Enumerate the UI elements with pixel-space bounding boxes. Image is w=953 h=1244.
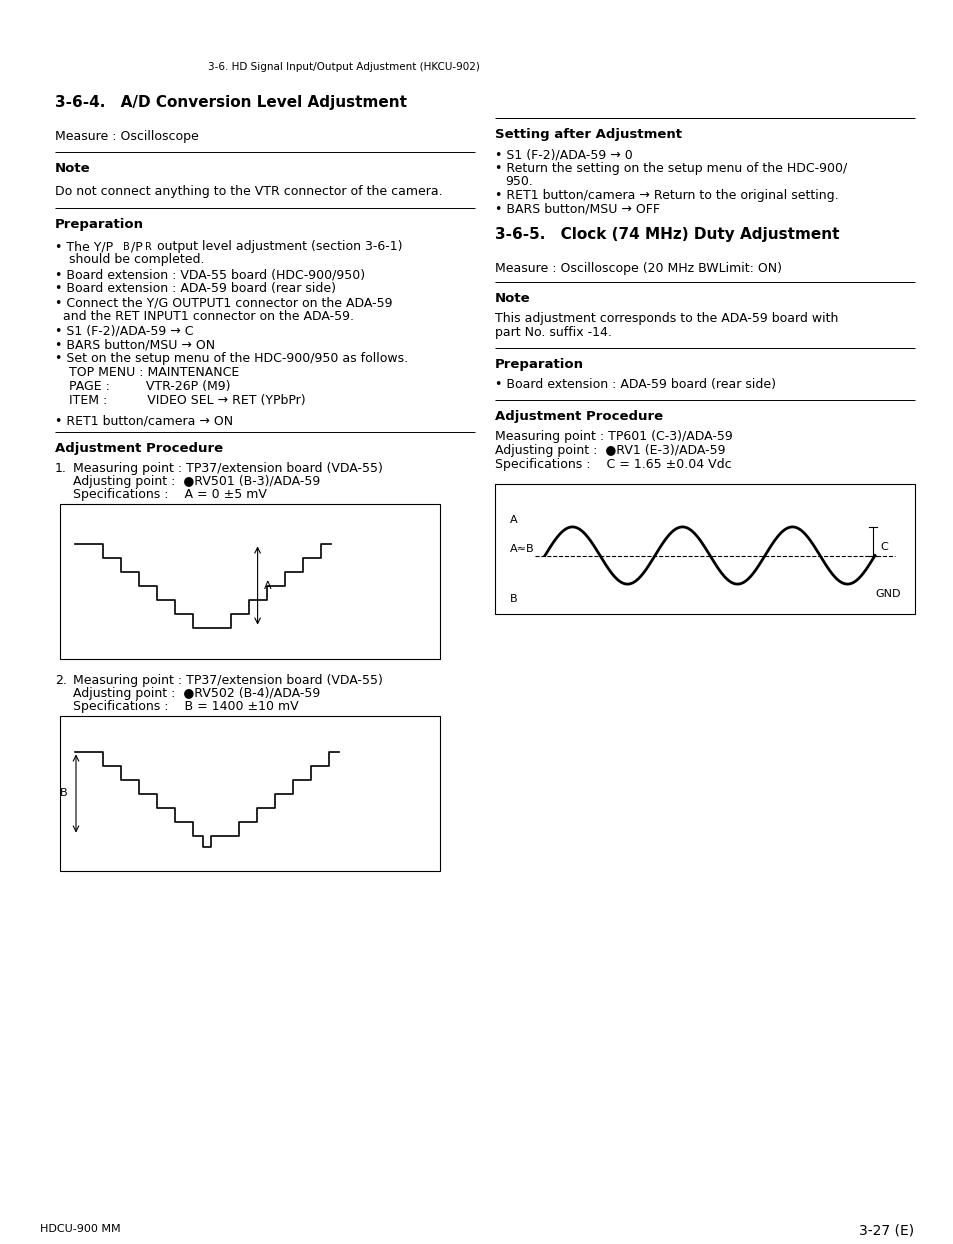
Text: output level adjustment (section 3-6-1): output level adjustment (section 3-6-1): [152, 240, 402, 253]
Text: Measuring point : TP37/extension board (VDA-55): Measuring point : TP37/extension board (…: [73, 462, 382, 475]
Text: /P: /P: [131, 240, 143, 253]
Text: Do not connect anything to the VTR connector of the camera.: Do not connect anything to the VTR conne…: [55, 185, 442, 198]
Text: 3-6-5. Clock (74 MHz) Duty Adjustment: 3-6-5. Clock (74 MHz) Duty Adjustment: [495, 226, 839, 243]
Text: A: A: [263, 581, 271, 591]
Text: Measure : Oscilloscope: Measure : Oscilloscope: [55, 131, 198, 143]
Text: • Set on the setup menu of the HDC-900/950 as follows.: • Set on the setup menu of the HDC-900/9…: [55, 352, 408, 364]
Text: Setting after Adjustment: Setting after Adjustment: [495, 128, 681, 141]
Text: 2.: 2.: [55, 674, 67, 687]
Text: • The Y/P: • The Y/P: [55, 240, 113, 253]
Text: • Return the setting on the setup menu of the HDC-900/: • Return the setting on the setup menu o…: [495, 162, 846, 175]
Text: Adjustment Procedure: Adjustment Procedure: [495, 411, 662, 423]
Text: Adjusting point :  ●RV1 (E-3)/ADA-59: Adjusting point : ●RV1 (E-3)/ADA-59: [495, 444, 724, 457]
Text: should be completed.: should be completed.: [69, 253, 204, 266]
Text: • Board extension : ADA-59 board (rear side): • Board extension : ADA-59 board (rear s…: [55, 282, 335, 295]
Bar: [495, 484, 914, 615]
Text: TOP MENU : MAINTENANCE: TOP MENU : MAINTENANCE: [69, 366, 239, 379]
Text: part No. suffix -14.: part No. suffix -14.: [495, 326, 611, 340]
Text: Preparation: Preparation: [495, 358, 583, 371]
Text: HDCU-900 MM: HDCU-900 MM: [40, 1224, 120, 1234]
Text: Adjustment Procedure: Adjustment Procedure: [55, 442, 223, 455]
Text: ITEM :          VIDEO SEL → RET (YPbPr): ITEM : VIDEO SEL → RET (YPbPr): [69, 394, 305, 407]
Text: Adjusting point :  ●RV502 (B-4)/ADA-59: Adjusting point : ●RV502 (B-4)/ADA-59: [73, 687, 320, 700]
Text: • S1 (F-2)/ADA-59 → 0: • S1 (F-2)/ADA-59 → 0: [495, 148, 632, 160]
Text: A≈B: A≈B: [510, 544, 534, 554]
Text: • Board extension : VDA-55 board (HDC-900/950): • Board extension : VDA-55 board (HDC-90…: [55, 267, 365, 281]
Bar: [60, 717, 439, 871]
Text: 950.: 950.: [504, 175, 533, 188]
Text: Specifications :    B = 1400 ±10 mV: Specifications : B = 1400 ±10 mV: [73, 700, 298, 713]
Text: • BARS button/MSU → OFF: • BARS button/MSU → OFF: [495, 203, 659, 216]
Text: 3-6. HD Signal Input/Output Adjustment (HKCU-902): 3-6. HD Signal Input/Output Adjustment (…: [208, 62, 479, 72]
Text: 3-6-4. A/D Conversion Level Adjustment: 3-6-4. A/D Conversion Level Adjustment: [55, 95, 407, 109]
Text: Specifications :    A = 0 ±5 mV: Specifications : A = 0 ±5 mV: [73, 488, 267, 501]
Text: • Board extension : ADA-59 board (rear side): • Board extension : ADA-59 board (rear s…: [495, 378, 775, 391]
Text: • S1 (F-2)/ADA-59 → C: • S1 (F-2)/ADA-59 → C: [55, 323, 193, 337]
Text: B: B: [510, 595, 517, 605]
Text: Measuring point : TP601 (C-3)/ADA-59: Measuring point : TP601 (C-3)/ADA-59: [495, 430, 732, 443]
Text: Measuring point : TP37/extension board (VDA-55): Measuring point : TP37/extension board (…: [73, 674, 382, 687]
Text: This adjustment corresponds to the ADA-59 board with: This adjustment corresponds to the ADA-5…: [495, 312, 838, 325]
Text: Preparation: Preparation: [55, 218, 144, 231]
Text: Specifications :    C = 1.65 ±0.04 Vdc: Specifications : C = 1.65 ±0.04 Vdc: [495, 458, 731, 471]
Bar: [60, 504, 439, 659]
Text: C: C: [879, 542, 887, 552]
Text: B: B: [60, 789, 68, 799]
Text: Note: Note: [55, 162, 91, 175]
Text: Adjusting point :  ●RV501 (B-3)/ADA-59: Adjusting point : ●RV501 (B-3)/ADA-59: [73, 475, 320, 488]
Text: • BARS button/MSU → ON: • BARS button/MSU → ON: [55, 338, 214, 351]
Text: Note: Note: [495, 292, 530, 305]
Text: GND: GND: [874, 590, 900, 600]
Text: Measure : Oscilloscope (20 MHz BWLimit: ON): Measure : Oscilloscope (20 MHz BWLimit: …: [495, 262, 781, 275]
Text: • Connect the Y/G OUTPUT1 connector on the ADA-59: • Connect the Y/G OUTPUT1 connector on t…: [55, 296, 392, 309]
Text: B: B: [123, 243, 130, 253]
Text: and the RET INPUT1 connector on the ADA-59.: and the RET INPUT1 connector on the ADA-…: [55, 310, 354, 323]
Text: 1.: 1.: [55, 462, 67, 475]
Text: R: R: [145, 243, 152, 253]
Text: A: A: [510, 515, 517, 525]
Text: • RET1 button/camera → Return to the original setting.: • RET1 button/camera → Return to the ori…: [495, 189, 838, 202]
Text: • RET1 button/camera → ON: • RET1 button/camera → ON: [55, 414, 233, 427]
Text: 3-27 (E): 3-27 (E): [858, 1224, 913, 1238]
Text: PAGE :         VTR-26P (M9): PAGE : VTR-26P (M9): [69, 379, 231, 393]
